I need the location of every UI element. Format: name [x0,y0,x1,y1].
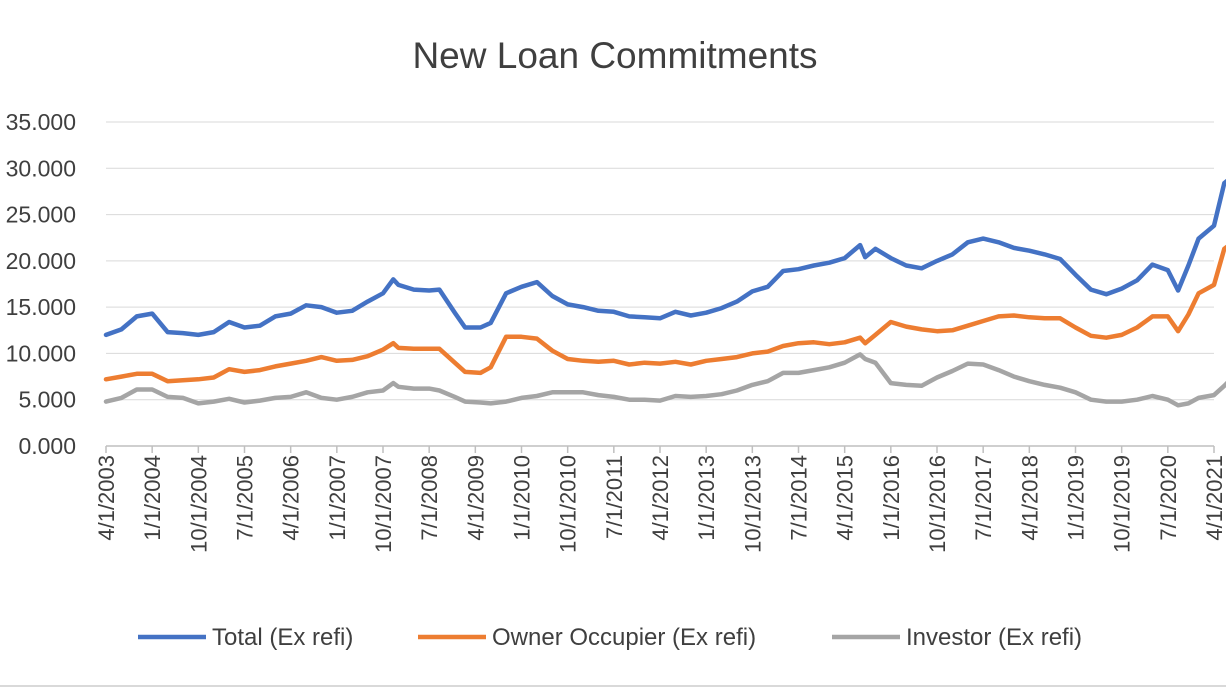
x-tick-label: 4/1/2018 [1017,455,1042,541]
legend-item-3: Investor (Ex refi) [832,624,1082,651]
x-tick-label: 1/1/2004 [140,455,165,541]
legend-label: Total (Ex refi) [212,624,353,651]
x-tick-label: 7/1/2017 [971,455,996,541]
x-tick-label: 1/1/2016 [879,455,904,541]
legend-item-1: Total (Ex refi) [138,624,353,651]
y-tick-label: 20.000 [6,248,76,274]
x-tick-label: 1/1/2013 [694,455,719,541]
legend-label: Owner Occupier (Ex refi) [492,624,756,651]
x-tick-label: 7/1/2008 [417,455,442,541]
x-tick-label: 1/1/2019 [1064,455,1089,541]
x-tick-label: 10/1/2010 [556,455,581,553]
x-tick-label: 10/1/2016 [925,455,950,553]
legend-label: Investor (Ex refi) [906,624,1082,651]
bottom-divider [0,685,1226,687]
x-tick-label: 4/1/2006 [279,455,304,541]
y-tick-label: 10.000 [6,340,76,366]
y-tick-label: 15.000 [6,294,76,320]
x-tick-label: 7/1/2011 [602,455,627,539]
x-tick-label: 4/1/2021 [1202,455,1226,541]
x-tick-label: 7/1/2005 [233,455,258,541]
y-tick-label: 5.000 [18,387,76,413]
y-tick-label: 35.000 [6,109,76,135]
series-line-1 [103,178,1226,338]
x-tick-label: 4/1/2003 [94,455,119,541]
x-tick-label: 1/1/2007 [325,455,350,541]
x-tick-label: 10/1/2013 [740,455,765,553]
series-line-2 [103,244,1226,384]
legend-item-2: Owner Occupier (Ex refi) [418,624,756,651]
x-tick-label: 4/1/2015 [833,455,858,541]
legend: Total (Ex refi) Owner Occupier (Ex refi) I… [138,624,1082,651]
series-line-3 [103,352,1226,408]
y-tick-label: 30.000 [6,155,76,181]
x-tick-label: 4/1/2009 [463,455,488,541]
chart-title: New Loan Commitments [412,35,817,76]
y-tick-label: 25.000 [6,202,76,228]
x-axis: 4/1/2003 1/1/2004 10/1/2004 7/1/2005 4/1/200… [94,446,1226,553]
series-lines [103,178,1226,408]
y-axis-tick-labels: 0.000 5.000 10.000 15.000 20.000 25.000 30.000… [6,109,76,459]
x-tick-label: 4/1/2012 [648,455,673,541]
y-tick-label: 0.000 [18,433,76,459]
x-tick-label: 1/1/2010 [510,455,535,541]
x-tick-label: 10/1/2007 [371,455,396,553]
x-tick-label: 7/1/2020 [1156,455,1181,541]
x-tick-label: 7/1/2014 [787,455,812,541]
x-tick-label: 10/1/2004 [186,455,211,553]
x-tick-label: 10/1/2019 [1110,455,1135,553]
